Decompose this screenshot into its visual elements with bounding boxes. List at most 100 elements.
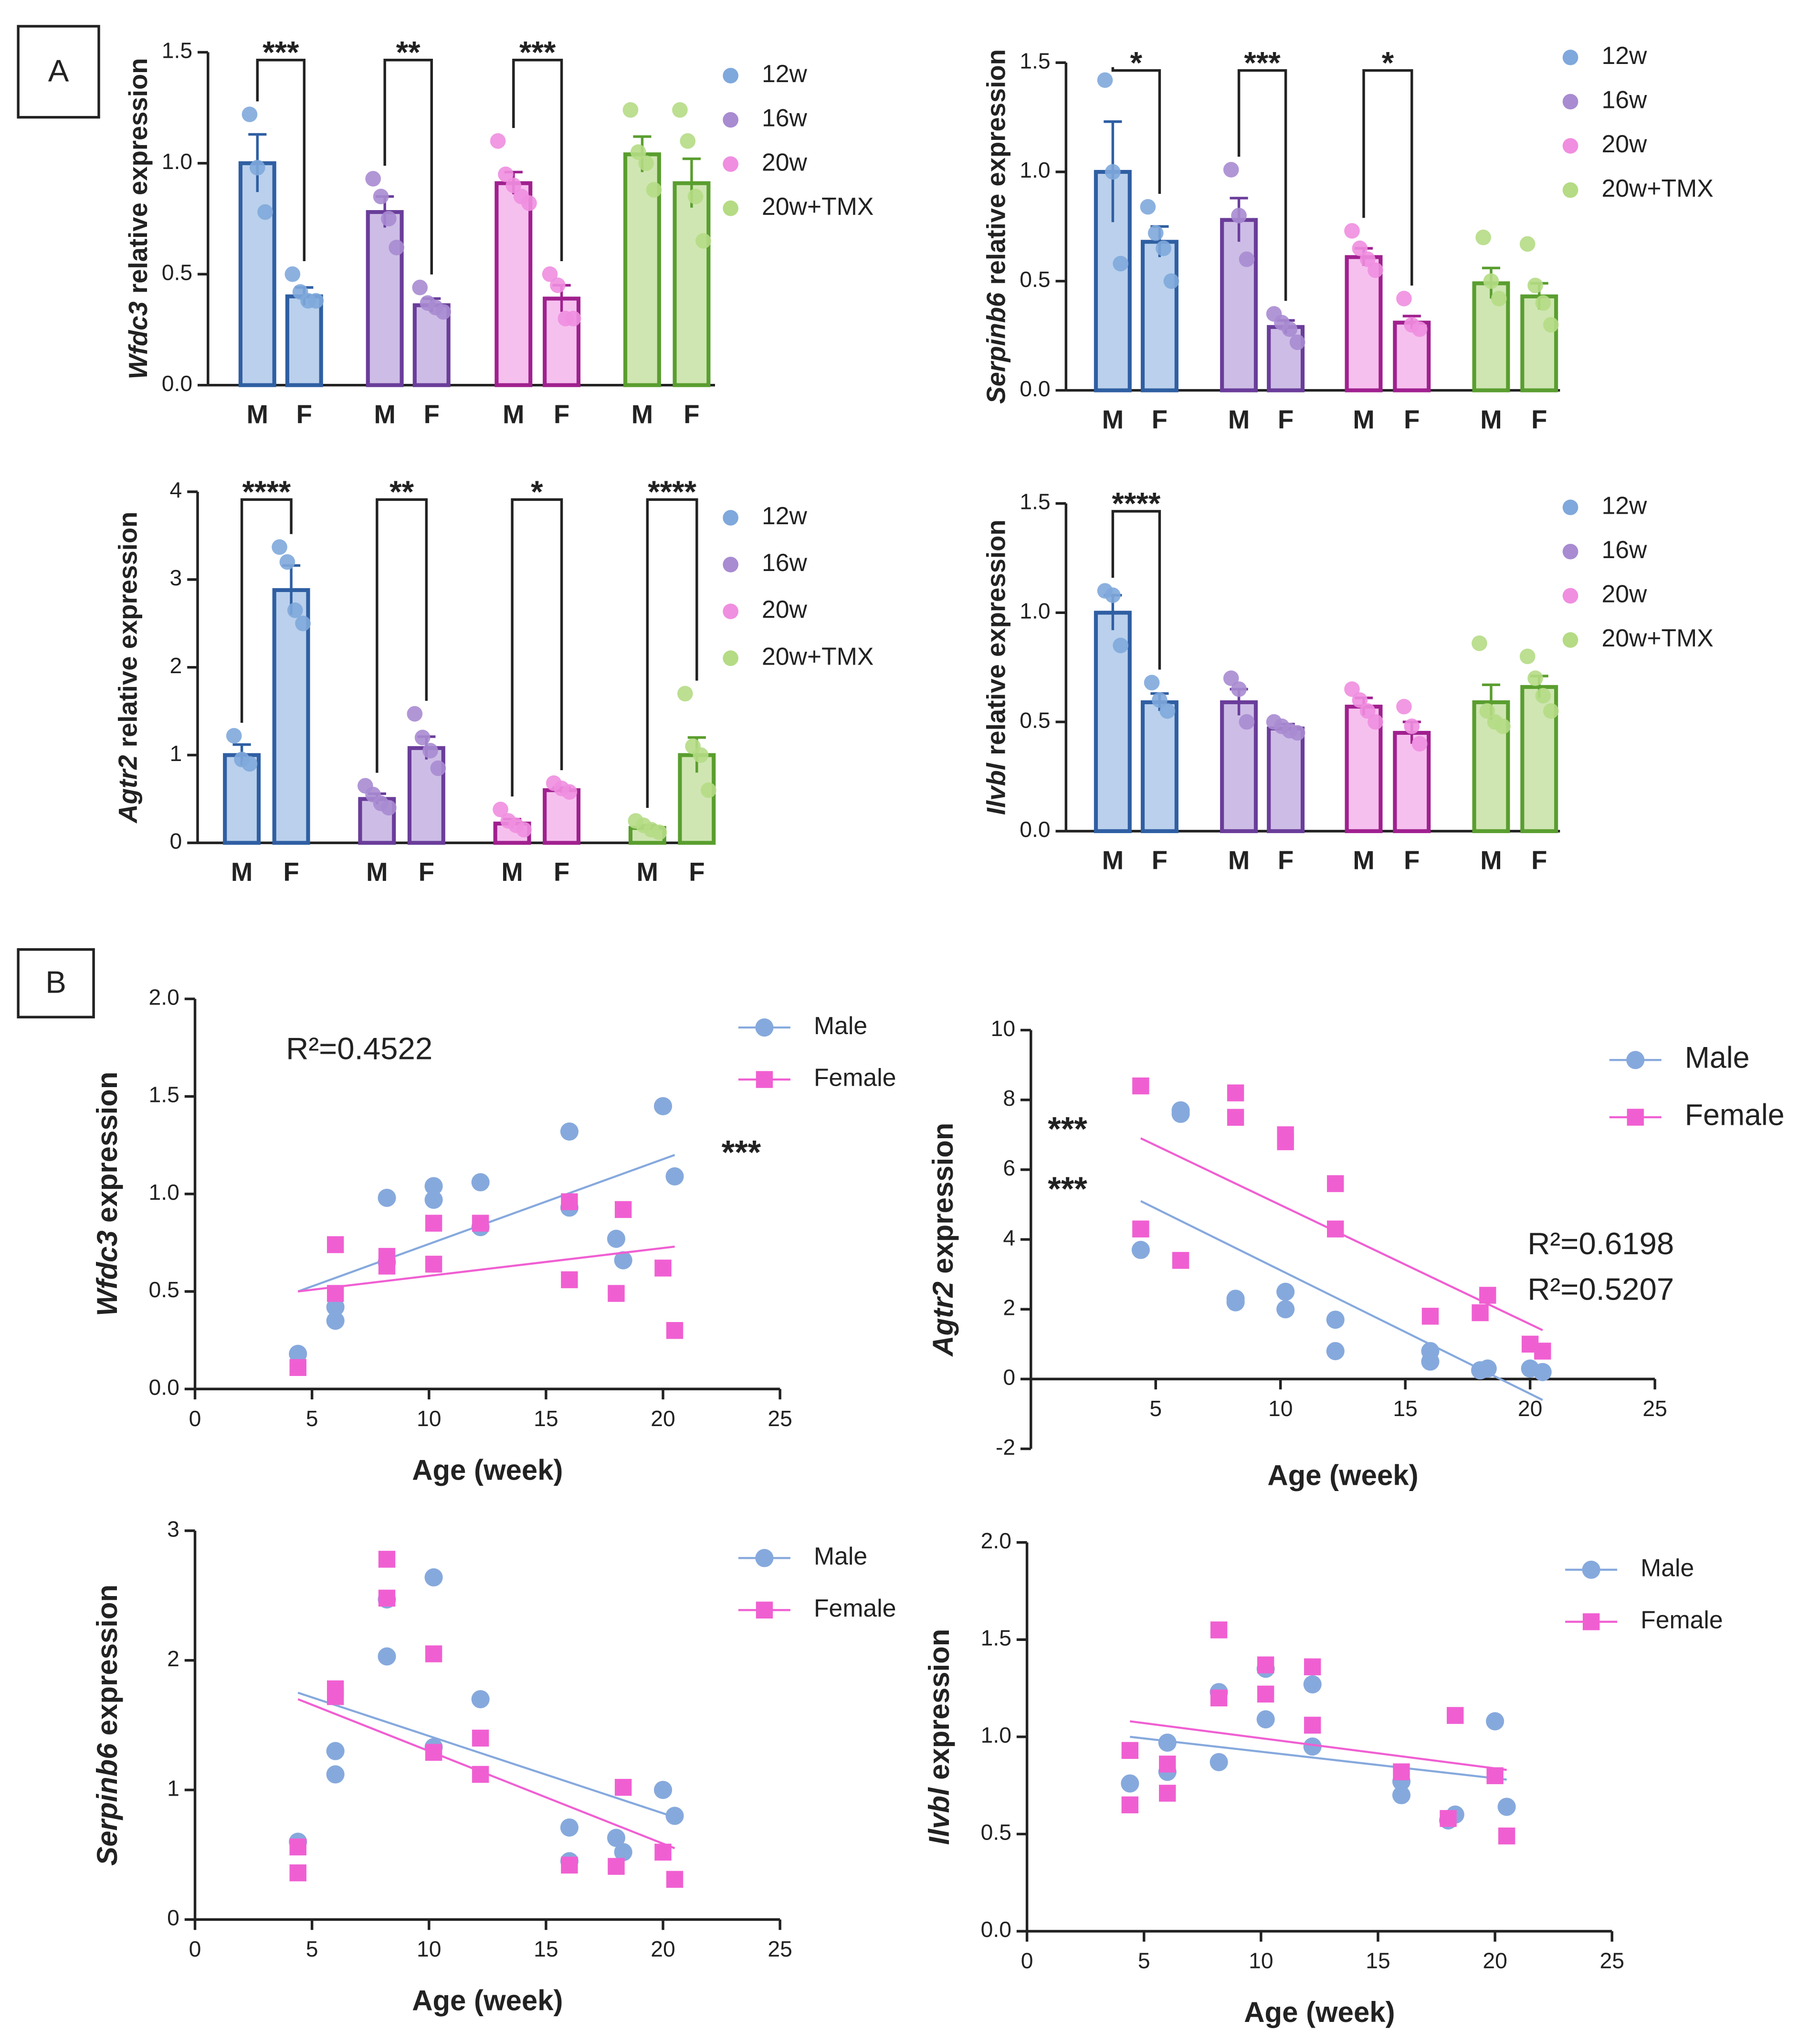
data-point [614,1201,632,1218]
significance-label: **** [242,475,291,509]
x-tick-label: 0 [189,1406,201,1431]
data-point [1543,317,1559,333]
data-point [389,240,405,255]
data-point [365,171,381,187]
y-tick-label: 0.0 [1020,376,1050,401]
bar [1140,700,1178,833]
y-tick-label: 1.5 [1020,48,1050,73]
legend-label: Male [814,1012,867,1039]
legend-label: 20w+TMX [1601,624,1713,652]
annotation: *** [1048,1170,1087,1208]
data-point [1495,718,1511,734]
data-point [653,1097,673,1115]
data-point [672,102,688,118]
significance-bracket [240,498,293,723]
data-point [1303,1675,1322,1693]
x-tick-label: F [1531,405,1547,434]
data-point [1152,692,1168,708]
legend-label: 20w+TMX [762,192,873,220]
y-axis-label-gene: Agtr2 [114,755,143,824]
data-point [1543,703,1559,719]
bar [494,181,533,387]
annotation: *** [1048,1111,1087,1148]
x-tick-label: 10 [417,1936,442,1961]
y-tick-label: -2 [996,1435,1015,1460]
y-tick-label: 0.5 [162,260,192,285]
legend-label: Male [1685,1041,1750,1075]
data-point [1486,1712,1504,1731]
legend-marker [1627,1109,1644,1126]
x-axis-label: Age (week) [1267,1459,1418,1491]
data-point [622,102,639,118]
data-point [287,602,303,618]
x-tick-label: M [1353,846,1374,875]
legend-label: Female [1641,1606,1723,1633]
x-tick-label: 25 [768,1936,792,1961]
data-point [1171,1104,1190,1123]
x-tick-label: F [1404,405,1420,434]
data-point [1304,1716,1321,1734]
data-point [680,133,696,149]
x-axis-label: Age (week) [1244,1996,1395,2028]
data-point [666,1871,684,1888]
data-point [284,266,301,282]
data-point [1239,251,1255,267]
y-tick-label: 0.5 [1020,708,1050,732]
data-point [1368,262,1383,278]
data-point [1239,714,1255,730]
y-tick-label: 2 [167,1646,179,1671]
data-point [1158,1733,1177,1752]
data-point [1447,1707,1464,1724]
data-point [1172,1252,1189,1269]
data-point [378,1647,396,1666]
y-axis-label: Serpinb6 relative expression [982,49,1011,404]
data-point [424,1177,443,1196]
significance-label: ** [389,475,414,509]
y-tick-label: 0 [167,1905,179,1930]
data-point [561,784,578,800]
data-point [1327,1175,1344,1192]
data-point [472,1215,489,1232]
legend-marker [756,1601,773,1619]
bar [673,181,711,387]
data-point [607,1229,626,1248]
legend-label: 20w+TMX [1601,174,1713,202]
data-point [272,539,287,555]
significance-label: ** [396,35,421,70]
data-point [373,189,389,204]
y-tick-label: 0.0 [1020,817,1050,842]
data-point [1527,670,1543,686]
fit-line [1140,1137,1543,1332]
significance-bracket [512,59,563,262]
data-point [1289,334,1305,350]
x-tick-label: 20 [1483,1948,1507,1973]
data-point [1140,199,1156,215]
x-tick-label: 10 [1249,1948,1273,1973]
data-point [1144,675,1160,691]
data-point [1226,1290,1245,1308]
fit-line [297,1245,675,1293]
significance-bracket [383,59,433,275]
data-point [279,554,295,570]
x-tick-label: F [296,400,312,429]
y-axis-label-gene: Agtr2 [927,1281,959,1357]
data-point [289,1864,306,1882]
legend-label: 12w [762,502,808,529]
data-point [1440,1810,1457,1827]
data-point [516,822,532,838]
x-tick-label: F [684,400,699,429]
data-point [638,155,654,171]
y-axis-label-gene: Wfdc3 [91,1230,123,1316]
data-point [1276,1282,1295,1301]
y-axis-label: Wfdc3 expression [91,1072,123,1316]
data-point [1393,1763,1410,1780]
x-tick-label: 0 [1021,1948,1033,1973]
data-point [424,1568,443,1587]
data-point [1326,1311,1345,1329]
data-point [561,1856,578,1874]
data-point [687,189,704,204]
x-tick-label: 5 [306,1406,318,1431]
data-point [505,177,522,193]
annotation: R²=0.4522 [286,1031,432,1066]
data-point [1210,1753,1228,1771]
